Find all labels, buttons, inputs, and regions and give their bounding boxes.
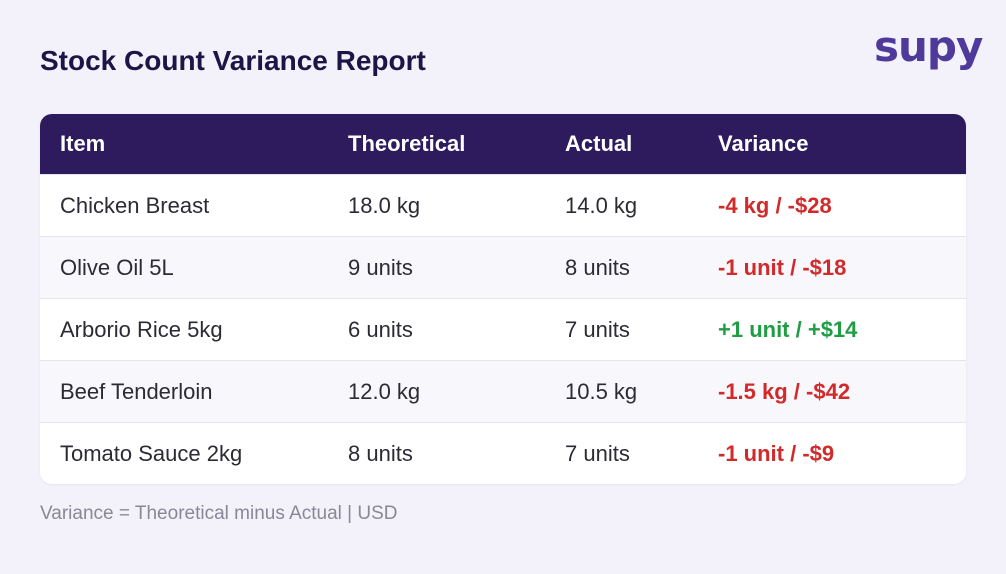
table-row: Chicken Breast 18.0 kg 14.0 kg -4 kg / -… xyxy=(40,174,966,236)
actual-cell: 14.0 kg xyxy=(565,192,638,218)
variance-cell: -4 kg / -$28 xyxy=(718,192,832,218)
supy-logo: supy xyxy=(874,22,983,71)
variance-cell: -1 unit / -$9 xyxy=(718,440,835,466)
item-cell: Chicken Breast xyxy=(60,192,210,218)
item-cell: Arborio Rice 5kg xyxy=(60,316,223,342)
table-row: Olive Oil 5L 9 units 8 units -1 unit / -… xyxy=(40,236,966,298)
table-row: Arborio Rice 5kg 6 units 7 units +1 unit… xyxy=(40,298,966,360)
column-header-item: Item xyxy=(60,131,106,156)
column-header-actual: Actual xyxy=(565,131,633,156)
variance-cell: -1.5 kg / -$42 xyxy=(718,378,851,404)
variance-cell: +1 unit / +$14 xyxy=(718,316,858,342)
actual-cell: 7 units xyxy=(565,316,630,342)
theoretical-cell: 9 units xyxy=(348,254,413,280)
report-title: Stock Count Variance Report xyxy=(40,45,426,76)
table-row: Beef Tenderloin 12.0 kg 10.5 kg -1.5 kg … xyxy=(40,360,966,422)
column-header-variance: Variance xyxy=(718,131,809,156)
actual-cell: 10.5 kg xyxy=(565,378,638,404)
theoretical-cell: 18.0 kg xyxy=(348,192,421,218)
footnote: Variance = Theoretical minus Actual | US… xyxy=(40,503,398,524)
actual-cell: 7 units xyxy=(565,440,630,466)
table-row: Tomato Sauce 2kg 8 units 7 units -1 unit… xyxy=(40,422,966,484)
variance-cell: -1 unit / -$18 xyxy=(718,254,847,280)
theoretical-cell: 8 units xyxy=(348,440,413,466)
item-cell: Tomato Sauce 2kg xyxy=(60,440,243,466)
variance-table: Item Theoretical Actual Variance Chicken… xyxy=(40,114,966,484)
item-cell: Beef Tenderloin xyxy=(60,378,213,404)
theoretical-cell: 6 units xyxy=(348,316,413,342)
actual-cell: 8 units xyxy=(565,254,630,280)
theoretical-cell: 12.0 kg xyxy=(348,378,421,404)
item-cell: Olive Oil 5L xyxy=(60,254,174,280)
column-header-theoretical: Theoretical xyxy=(348,131,466,156)
table-header-row: Item Theoretical Actual Variance xyxy=(40,114,966,174)
